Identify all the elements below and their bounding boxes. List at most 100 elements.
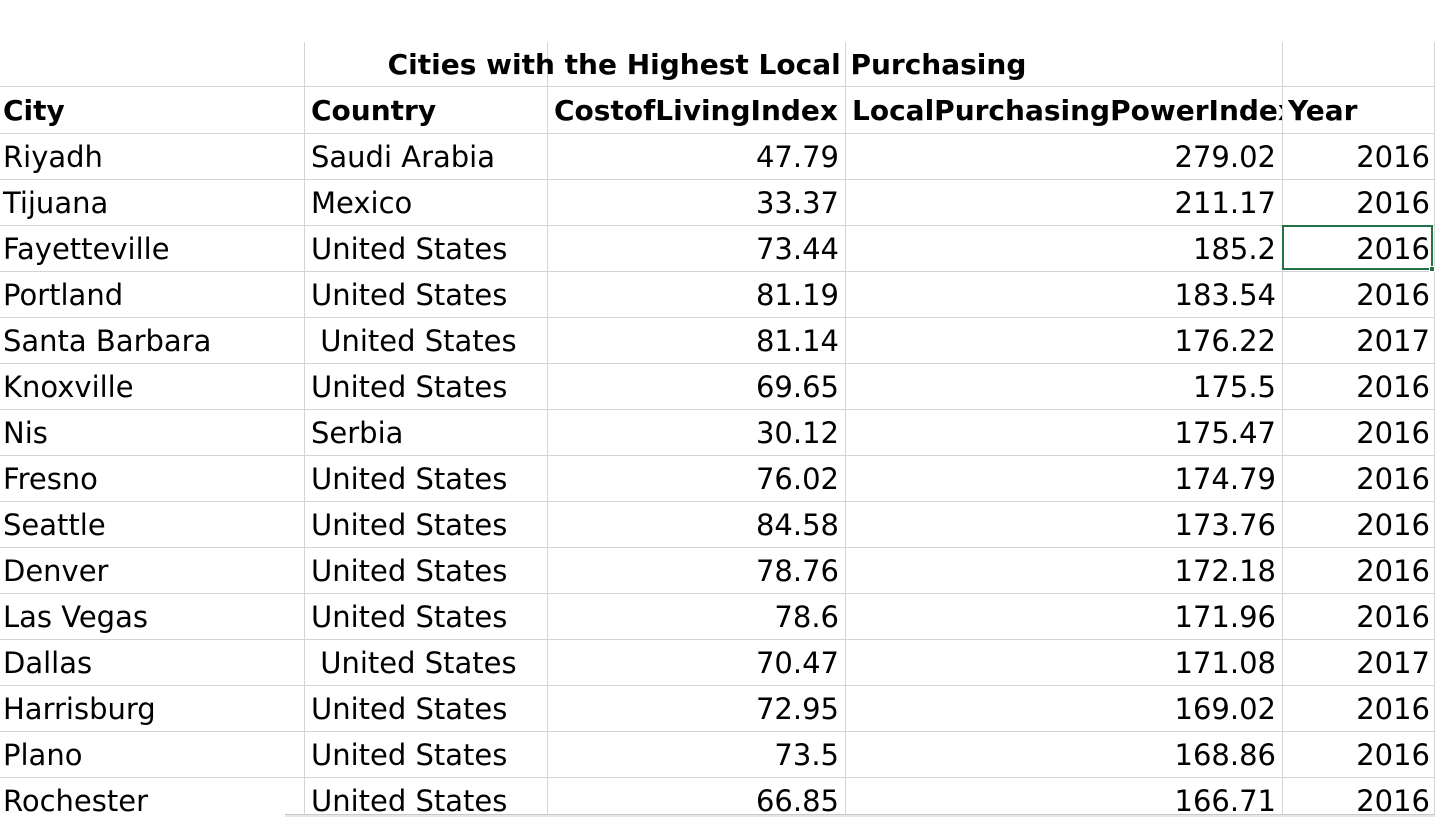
cell-city[interactable]: Las Vegas	[3, 600, 148, 634]
cell-country[interactable]: Saudi Arabia	[311, 140, 496, 174]
cell-local-purchasing-power-index[interactable]: 175.5	[1192, 370, 1276, 404]
cell-city[interactable]: Harrisburg	[3, 692, 156, 726]
table-row: Nis Serbia 30.12 175.47 2016	[0, 410, 1435, 456]
cell-year[interactable]: 2016	[1356, 600, 1430, 634]
cell-city[interactable]: Riyadh	[3, 140, 103, 174]
cell-year[interactable]: 2016	[1356, 232, 1430, 266]
table-row: Tijuana Mexico 33.37 211.17 2016	[0, 180, 1435, 226]
table-row: Las Vegas United States 78.6 171.96 2016	[0, 594, 1435, 640]
cell-year[interactable]: 2016	[1356, 784, 1430, 817]
cell-local-purchasing-power-index[interactable]: 166.71	[1174, 784, 1276, 817]
cell-city[interactable]: Dallas	[3, 646, 93, 680]
cell-country[interactable]: United States	[311, 692, 508, 726]
cell-local-purchasing-power-index[interactable]: 279.02	[1174, 140, 1276, 174]
cell-local-purchasing-power-index[interactable]: 176.22	[1174, 324, 1276, 358]
cell-local-purchasing-power-index[interactable]: 183.54	[1174, 278, 1276, 312]
sheet-title[interactable]: Cities with the Highest Local Purchasing	[387, 48, 1027, 81]
cell-city[interactable]: Portland	[3, 278, 124, 312]
cell-local-purchasing-power-index[interactable]: 171.96	[1174, 600, 1276, 634]
cell-cost-of-living-index[interactable]: 70.47	[755, 646, 839, 680]
gridline-horizontal	[0, 225, 1435, 226]
cell-year[interactable]: 2016	[1356, 692, 1430, 726]
cell-local-purchasing-power-index[interactable]: 173.76	[1174, 508, 1276, 542]
header-local-purchasing-power-index[interactable]: LocalPurchasingPowerIndex	[852, 94, 1282, 127]
cell-cost-of-living-index[interactable]: 73.5	[774, 738, 839, 772]
cell-year[interactable]: 2016	[1356, 554, 1430, 588]
gridline-horizontal	[0, 271, 1435, 272]
cell-cost-of-living-index[interactable]: 84.58	[755, 508, 839, 542]
gridline-horizontal	[0, 179, 1435, 180]
cell-local-purchasing-power-index[interactable]: 211.17	[1174, 186, 1276, 220]
cell-year[interactable]: 2016	[1356, 416, 1430, 450]
gridline-horizontal	[0, 86, 1435, 87]
cell-year[interactable]: 2016	[1356, 738, 1430, 772]
table-row: Fresno United States 76.02 174.79 2016	[0, 456, 1435, 502]
cell-cost-of-living-index[interactable]: 30.12	[755, 416, 839, 450]
cell-city[interactable]: Nis	[3, 416, 48, 450]
header-city[interactable]: City	[3, 94, 65, 127]
gridline-horizontal	[0, 777, 1435, 778]
cell-local-purchasing-power-index[interactable]: 174.79	[1174, 462, 1276, 496]
cell-country[interactable]: Mexico	[311, 186, 413, 220]
cell-local-purchasing-power-index[interactable]: 168.86	[1174, 738, 1276, 772]
header-row: City Country CostofLivingIndex LocalPurc…	[0, 88, 1435, 134]
fill-handle[interactable]	[1429, 266, 1435, 272]
cell-country[interactable]: United States	[311, 508, 508, 542]
cell-cost-of-living-index[interactable]: 69.65	[755, 370, 839, 404]
header-year[interactable]: Year	[1288, 94, 1358, 127]
gridline-horizontal	[0, 409, 1435, 410]
cell-year[interactable]: 2016	[1356, 140, 1430, 174]
cell-year[interactable]: 2017	[1356, 646, 1430, 680]
cell-local-purchasing-power-index[interactable]: 169.02	[1174, 692, 1276, 726]
cell-local-purchasing-power-index[interactable]: 171.08	[1174, 646, 1276, 680]
cell-city[interactable]: Knoxville	[3, 370, 134, 404]
cell-country[interactable]: Serbia	[311, 416, 404, 450]
cell-cost-of-living-index[interactable]: 81.14	[755, 324, 839, 358]
cell-country[interactable]: United States	[311, 646, 517, 680]
cell-cost-of-living-index[interactable]: 72.95	[755, 692, 839, 726]
cell-city[interactable]: Santa Barbara	[3, 324, 212, 358]
cell-country[interactable]: United States	[311, 600, 508, 634]
table-row: Fayetteville United States 73.44 185.2 2016	[0, 226, 1435, 272]
cell-local-purchasing-power-index[interactable]: 185.2	[1192, 232, 1276, 266]
cell-cost-of-living-index[interactable]: 47.79	[755, 140, 839, 174]
horizontal-scrollbar[interactable]	[285, 814, 1435, 817]
cell-city[interactable]: Fresno	[3, 462, 98, 496]
cell-year[interactable]: 2016	[1356, 278, 1430, 312]
cell-cost-of-living-index[interactable]: 73.44	[755, 232, 839, 266]
gridline-horizontal	[0, 317, 1435, 318]
cell-year[interactable]: 2016	[1356, 462, 1430, 496]
cell-year[interactable]: 2016	[1356, 186, 1430, 220]
cell-cost-of-living-index[interactable]: 78.6	[774, 600, 839, 634]
cell-city[interactable]: Seattle	[3, 508, 106, 542]
cell-city[interactable]: Fayetteville	[3, 232, 170, 266]
cell-country[interactable]: United States	[311, 370, 508, 404]
cell-country[interactable]: United States	[311, 554, 508, 588]
cell-year[interactable]: 2016	[1356, 370, 1430, 404]
table-row: Dallas United States 70.47 171.08 2017	[0, 640, 1435, 686]
cell-local-purchasing-power-index[interactable]: 175.47	[1174, 416, 1276, 450]
header-country[interactable]: Country	[311, 94, 437, 127]
cell-cost-of-living-index[interactable]: 78.76	[755, 554, 839, 588]
header-cost-of-living-index[interactable]: CostofLivingIndex	[554, 94, 838, 127]
cell-country[interactable]: United States	[311, 462, 508, 496]
cell-country[interactable]: United States	[311, 738, 508, 772]
cell-city[interactable]: Plano	[3, 738, 83, 772]
cell-country[interactable]: United States	[311, 232, 508, 266]
cell-cost-of-living-index[interactable]: 76.02	[755, 462, 839, 496]
cell-city[interactable]: Tijuana	[3, 186, 109, 220]
cell-country[interactable]: United States	[311, 784, 508, 817]
cell-city[interactable]: Denver	[3, 554, 109, 588]
gridline-vertical	[1282, 42, 1283, 817]
cell-cost-of-living-index[interactable]: 81.19	[755, 278, 839, 312]
cell-year[interactable]: 2016	[1356, 508, 1430, 542]
cell-local-purchasing-power-index[interactable]: 172.18	[1174, 554, 1276, 588]
cell-year[interactable]: 2017	[1356, 324, 1430, 358]
cell-country[interactable]: United States	[311, 278, 508, 312]
cell-cost-of-living-index[interactable]: 33.37	[755, 186, 839, 220]
cell-city[interactable]: Rochester	[3, 784, 148, 817]
gridline-vertical	[304, 42, 305, 817]
cell-cost-of-living-index[interactable]: 66.85	[755, 784, 839, 817]
cell-country[interactable]: United States	[311, 324, 517, 358]
